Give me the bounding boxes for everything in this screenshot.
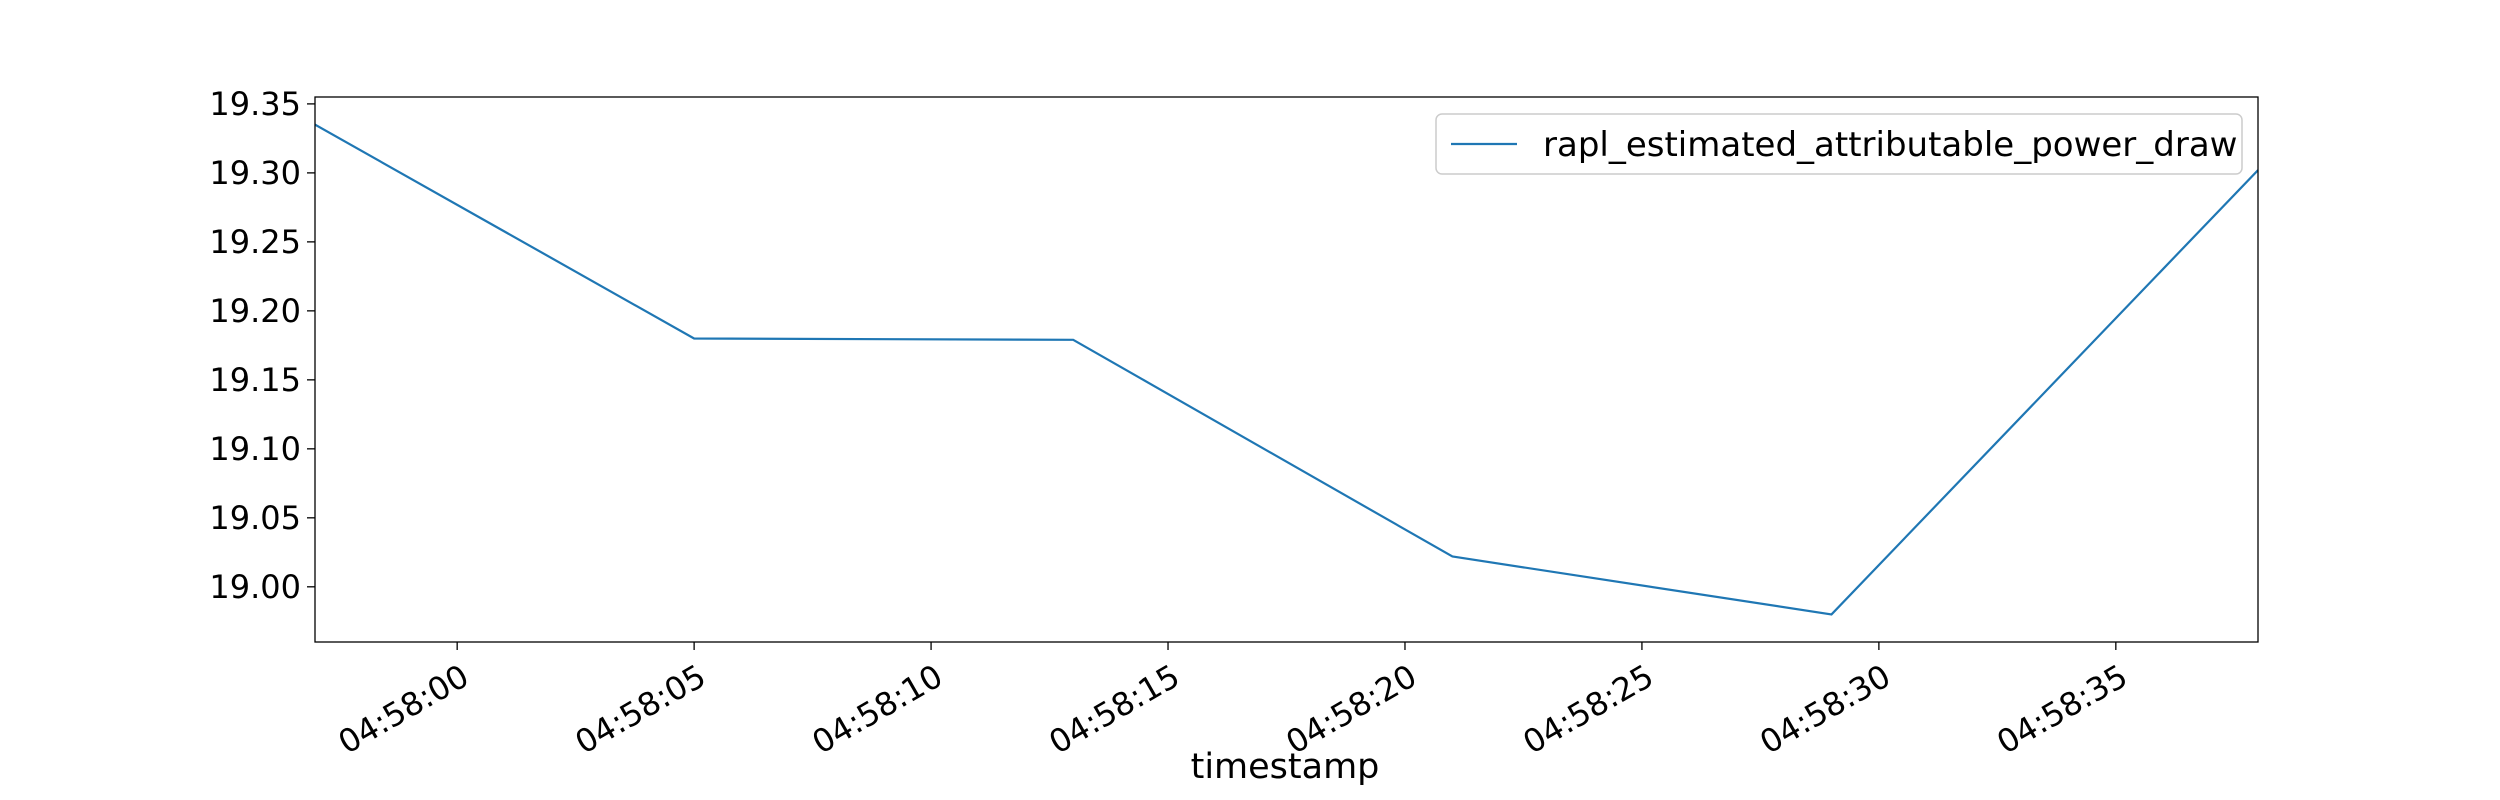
legend-frame (1435, 113, 2243, 175)
x-tick-label: 04:58:00 (332, 657, 475, 762)
x-tick-label: 04:58:10 (806, 657, 949, 762)
x-tick-label: 04:58:20 (1280, 657, 1423, 762)
plot-area (314, 96, 2259, 643)
series-line-0 (315, 123, 2258, 616)
x-tick-label: 04:58:30 (1753, 657, 1896, 762)
y-tick-label: 19.20 (209, 292, 301, 330)
y-tick-label: 19.05 (209, 499, 301, 537)
legend-label: rapl_estimated_attributable_power_draw (1543, 125, 2238, 165)
y-tick-label: 19.15 (209, 361, 301, 399)
x-tick-label: 04:58:35 (1990, 657, 2133, 762)
x-tick-label: 04:58:15 (1043, 657, 1186, 762)
plot-frame (314, 96, 2259, 643)
legend: rapl_estimated_attributable_power_draw (1435, 113, 2243, 175)
y-tick-label: 19.35 (209, 85, 301, 123)
x-tick-label: 04:58:25 (1516, 657, 1659, 762)
y-tick-label: 19.30 (209, 154, 301, 192)
y-axis: 19.00 19.05 19.10 19.15 19.20 19.25 19.30 19.35 (209, 85, 315, 606)
y-tick-label: 19.00 (209, 568, 301, 606)
y-tick-label: 19.25 (209, 223, 301, 261)
y-tick-label: 19.10 (209, 430, 301, 468)
x-axis-label: timestamp (1191, 747, 1380, 787)
x-tick-label: 04:58:05 (569, 657, 712, 762)
x-axis: 04:58:00 04:58:05 04:58:10 04:58:15 04:58:20… (332, 642, 2134, 762)
